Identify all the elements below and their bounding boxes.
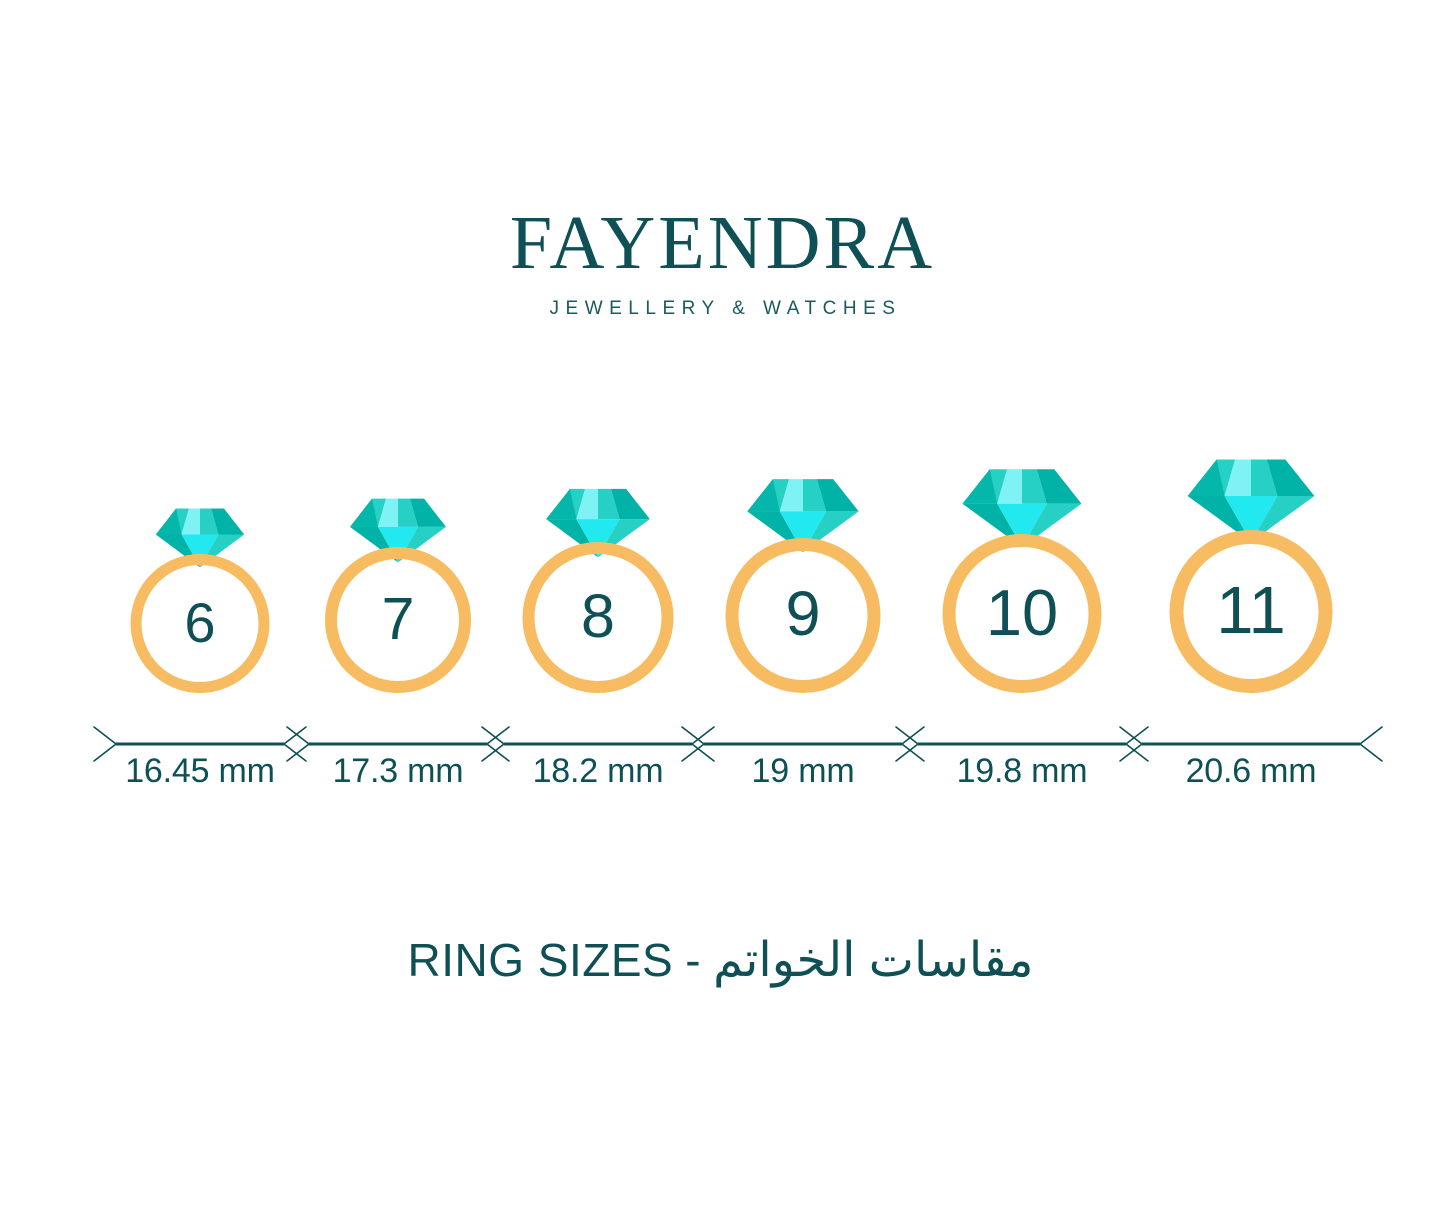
- ring-size-item[interactable]: 8 18.2 mm: [474, 440, 722, 820]
- ring-diameter-label: 17.3 mm: [332, 752, 464, 790]
- dimension-arrows: [681, 726, 925, 762]
- ring-band: 9: [725, 538, 881, 693]
- dimension-arrow-line: [474, 722, 722, 766]
- dimension-arrow-line: [86, 722, 314, 766]
- caption-english: RING SIZES: [407, 934, 674, 986]
- dimension-arrows: [286, 726, 510, 762]
- ring-size-item[interactable]: 11 20.6 mm: [1112, 440, 1390, 820]
- ring-diameter-label: 18.2 mm: [532, 752, 664, 790]
- ring-size-item[interactable]: 7 17.3 mm: [279, 440, 517, 820]
- ring-diameter-label: 16.45 mm: [125, 752, 275, 790]
- ring-size-number: 10: [985, 576, 1059, 649]
- diamond-icon: [544, 486, 652, 558]
- ring-band: 7: [325, 547, 471, 693]
- ring-band: 8: [522, 542, 674, 693]
- ring-diameter-label: 20.6 mm: [1185, 752, 1317, 790]
- diamond-facets: [546, 488, 650, 558]
- dimension-arrow-line: [1112, 722, 1390, 766]
- ring-size-item[interactable]: 9 19 mm: [674, 440, 932, 820]
- diamond-icon: [348, 496, 448, 563]
- dimension-arrows: [1119, 726, 1383, 762]
- brand-tagline: JEWELLERY & WATCHES: [549, 298, 902, 319]
- ring-size-number: 6: [184, 590, 216, 654]
- ring-band: 6: [130, 554, 270, 693]
- dimension-arrow-line: [674, 722, 932, 766]
- diamond-facets: [155, 508, 245, 568]
- dimension-arrows: [895, 726, 1149, 762]
- dimension-arrow-line: [279, 722, 517, 766]
- ring-size-number: 11: [1216, 573, 1286, 648]
- ring-size-item[interactable]: 6 16.45 mm: [86, 440, 314, 820]
- diamond-facets: [350, 498, 446, 563]
- chart-caption: RING SIZES - مقاسات الخواتم: [0, 932, 1445, 988]
- ring-size-row: 6 16.45 mm 7 17.3 m: [0, 440, 1445, 820]
- ring-size-number: 9: [785, 579, 821, 649]
- ring-band: 11: [1169, 530, 1333, 693]
- dimension-arrow-line: [888, 722, 1156, 766]
- brand-wordmark: FAYENDRA: [509, 201, 936, 285]
- caption-arabic: مقاسات الخواتم: [713, 934, 1034, 987]
- ring-diameter-label: 19 mm: [751, 752, 855, 790]
- diamond-icon: [154, 506, 246, 568]
- ring-band: 10: [942, 534, 1102, 693]
- dimension-arrows: [93, 726, 307, 762]
- ring-size-number: 7: [381, 585, 415, 652]
- ring-size-item[interactable]: 10 19.8 mm: [888, 440, 1156, 820]
- brand-logo: FAYENDRA JEWELLERY & WATCHES: [0, 205, 1445, 320]
- dimension-arrows: [481, 726, 715, 762]
- ring-diameter-label: 19.8 mm: [956, 752, 1088, 790]
- ring-size-number: 8: [581, 582, 615, 650]
- caption-separator: -: [685, 934, 702, 986]
